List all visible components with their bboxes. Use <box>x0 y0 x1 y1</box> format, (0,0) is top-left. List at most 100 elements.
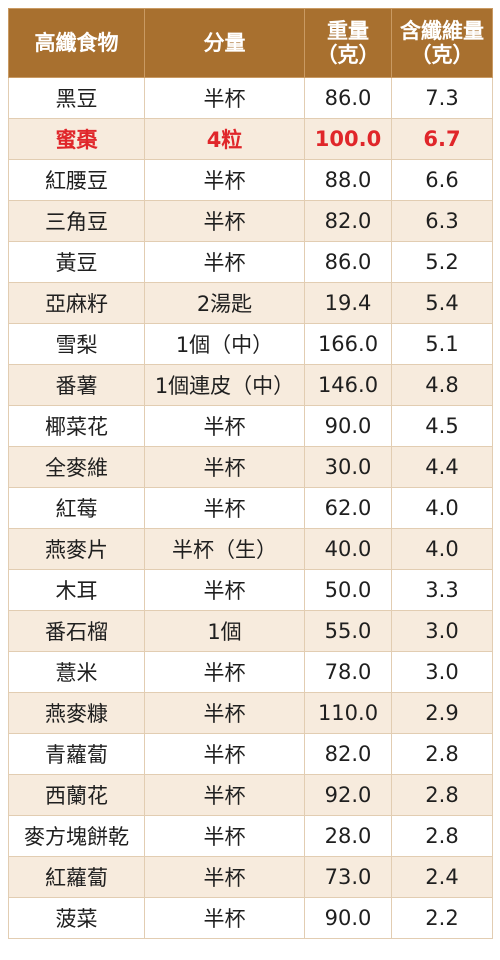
header-weight-label: 重量 <box>327 19 369 43</box>
table-row: 全麥維 半杯 30.0 4.4 <box>8 446 493 488</box>
cell-fiber: 2.4 <box>391 856 493 898</box>
cell-food: 雪梨 <box>8 323 145 365</box>
cell-weight: 82.0 <box>304 733 392 775</box>
table-row: 麥方塊餅乾 半杯 28.0 2.8 <box>8 815 493 857</box>
cell-food: 亞麻籽 <box>8 282 145 324</box>
table-row: 番薯 1個連皮（中） 146.0 4.8 <box>8 364 493 406</box>
cell-portion: 1個 <box>144 610 305 652</box>
cell-weight: 166.0 <box>304 323 392 365</box>
table-row: 三角豆 半杯 82.0 6.3 <box>8 200 493 242</box>
cell-fiber: 2.9 <box>391 692 493 734</box>
table-row: 紅蘿蔔 半杯 73.0 2.4 <box>8 856 493 898</box>
cell-weight: 28.0 <box>304 815 392 857</box>
cell-food: 椰菜花 <box>8 405 145 447</box>
table-row: 番石榴 1個 55.0 3.0 <box>8 610 493 652</box>
high-fiber-food-table: 高纖食物 分量 重量 （克） 含纖維量 （克） 黑豆 半杯 86.0 7.3 蜜棗 4粒 1… <box>8 8 493 939</box>
cell-portion: 4粒 <box>144 118 305 160</box>
cell-fiber: 4.4 <box>391 446 493 488</box>
table-row: 蜜棗 4粒 100.0 6.7 <box>8 118 493 160</box>
cell-weight: 86.0 <box>304 77 392 119</box>
cell-food: 薏米 <box>8 651 145 693</box>
cell-food: 麥方塊餅乾 <box>8 815 145 857</box>
cell-weight: 100.0 <box>304 118 392 160</box>
cell-fiber: 4.0 <box>391 528 493 570</box>
cell-fiber: 6.3 <box>391 200 493 242</box>
cell-fiber: 2.8 <box>391 733 493 775</box>
cell-fiber: 4.8 <box>391 364 493 406</box>
cell-weight: 110.0 <box>304 692 392 734</box>
cell-portion: 1個（中） <box>144 323 305 365</box>
table-row: 黃豆 半杯 86.0 5.2 <box>8 241 493 283</box>
header-weight-unit: （克） <box>316 43 380 67</box>
cell-weight: 82.0 <box>304 200 392 242</box>
cell-food: 燕麥片 <box>8 528 145 570</box>
cell-portion: 半杯 <box>144 446 305 488</box>
cell-food: 番石榴 <box>8 610 145 652</box>
table-header: 高纖食物 分量 重量 （克） 含纖維量 （克） <box>8 8 493 78</box>
cell-portion: 半杯 <box>144 815 305 857</box>
cell-portion: 1個連皮（中） <box>144 364 305 406</box>
cell-fiber: 5.1 <box>391 323 493 365</box>
header-row: 高纖食物 分量 重量 （克） 含纖維量 （克） <box>8 8 493 78</box>
cell-food: 蜜棗 <box>8 118 145 160</box>
cell-weight: 62.0 <box>304 487 392 529</box>
cell-weight: 55.0 <box>304 610 392 652</box>
cell-portion: 半杯 <box>144 405 305 447</box>
cell-portion: 半杯 <box>144 651 305 693</box>
cell-fiber: 2.2 <box>391 897 493 939</box>
cell-fiber: 5.4 <box>391 282 493 324</box>
cell-weight: 92.0 <box>304 774 392 816</box>
cell-weight: 30.0 <box>304 446 392 488</box>
cell-portion: 半杯 <box>144 77 305 119</box>
table-row: 燕麥糠 半杯 110.0 2.9 <box>8 692 493 734</box>
table-row: 紅腰豆 半杯 88.0 6.6 <box>8 159 493 201</box>
cell-weight: 86.0 <box>304 241 392 283</box>
cell-food: 青蘿蔔 <box>8 733 145 775</box>
cell-food: 黑豆 <box>8 77 145 119</box>
cell-fiber: 5.2 <box>391 241 493 283</box>
table-row: 雪梨 1個（中） 166.0 5.1 <box>8 323 493 365</box>
cell-food: 全麥維 <box>8 446 145 488</box>
table-row: 亞麻籽 2湯匙 19.4 5.4 <box>8 282 493 324</box>
cell-food: 紅莓 <box>8 487 145 529</box>
table-row: 椰菜花 半杯 90.0 4.5 <box>8 405 493 447</box>
cell-portion: 半杯 <box>144 897 305 939</box>
cell-portion: 半杯 <box>144 159 305 201</box>
cell-food: 紅腰豆 <box>8 159 145 201</box>
cell-fiber: 3.3 <box>391 569 493 611</box>
fiber-table-container: 高纖食物 分量 重量 （克） 含纖維量 （克） 黑豆 半杯 86.0 7.3 蜜棗 4粒 1… <box>8 8 493 952</box>
cell-weight: 78.0 <box>304 651 392 693</box>
header-portion: 分量 <box>144 8 305 78</box>
cell-portion: 半杯 <box>144 487 305 529</box>
table-row: 薏米 半杯 78.0 3.0 <box>8 651 493 693</box>
header-food: 高纖食物 <box>8 8 145 78</box>
cell-fiber: 6.6 <box>391 159 493 201</box>
cell-portion: 半杯 <box>144 856 305 898</box>
cell-food: 三角豆 <box>8 200 145 242</box>
cell-fiber: 4.5 <box>391 405 493 447</box>
header-fiber: 含纖維量 （克） <box>391 8 493 78</box>
header-portion-label: 分量 <box>203 31 246 55</box>
cell-fiber: 2.8 <box>391 774 493 816</box>
cell-portion: 半杯 <box>144 200 305 242</box>
table-row: 黑豆 半杯 86.0 7.3 <box>8 77 493 119</box>
cell-fiber: 3.0 <box>391 610 493 652</box>
cell-fiber: 6.7 <box>391 118 493 160</box>
cell-fiber: 4.0 <box>391 487 493 529</box>
header-food-label: 高纖食物 <box>34 31 119 55</box>
cell-fiber: 7.3 <box>391 77 493 119</box>
cell-food: 木耳 <box>8 569 145 611</box>
cell-food: 燕麥糠 <box>8 692 145 734</box>
cell-portion: 半杯 <box>144 692 305 734</box>
cell-weight: 90.0 <box>304 897 392 939</box>
header-fiber-unit: （克） <box>410 43 474 67</box>
cell-weight: 19.4 <box>304 282 392 324</box>
table-body: 黑豆 半杯 86.0 7.3 蜜棗 4粒 100.0 6.7 紅腰豆 半杯 88.0 6.6 三角豆 半杯… <box>8 77 493 939</box>
table-row: 青蘿蔔 半杯 82.0 2.8 <box>8 733 493 775</box>
header-fiber-label: 含纖維量 <box>400 19 484 43</box>
cell-food: 黃豆 <box>8 241 145 283</box>
table-row: 木耳 半杯 50.0 3.3 <box>8 569 493 611</box>
cell-weight: 146.0 <box>304 364 392 406</box>
header-weight: 重量 （克） <box>304 8 392 78</box>
cell-portion: 半杯 <box>144 774 305 816</box>
